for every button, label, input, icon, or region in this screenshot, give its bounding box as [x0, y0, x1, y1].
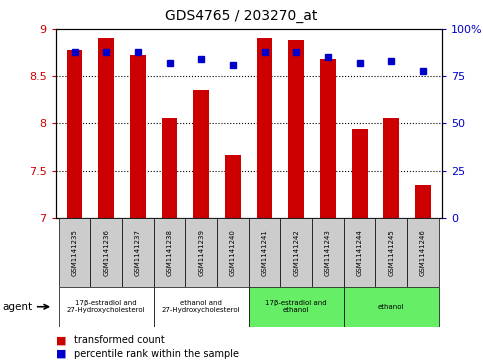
- Text: GSM1141238: GSM1141238: [167, 229, 172, 276]
- Bar: [59, 218, 90, 287]
- Text: GDS4765 / 203270_at: GDS4765 / 203270_at: [165, 9, 318, 23]
- Bar: [122, 218, 154, 287]
- Bar: [352, 129, 368, 218]
- Bar: [225, 155, 241, 218]
- Bar: [185, 218, 217, 287]
- Text: GSM1141243: GSM1141243: [325, 229, 331, 276]
- Text: ■: ■: [56, 349, 66, 359]
- Bar: [407, 218, 439, 287]
- Text: ethanol: ethanol: [378, 304, 405, 310]
- Bar: [288, 40, 304, 218]
- Bar: [217, 218, 249, 287]
- Text: percentile rank within the sample: percentile rank within the sample: [74, 349, 239, 359]
- Text: 17β-estradiol and
27-Hydroxycholesterol: 17β-estradiol and 27-Hydroxycholesterol: [67, 300, 145, 313]
- Text: GSM1141245: GSM1141245: [388, 229, 394, 276]
- Bar: [344, 287, 439, 327]
- Bar: [99, 38, 114, 218]
- Text: GSM1141236: GSM1141236: [103, 229, 109, 276]
- Text: GSM1141239: GSM1141239: [198, 229, 204, 276]
- Text: GSM1141244: GSM1141244: [356, 229, 363, 276]
- Bar: [344, 218, 375, 287]
- Text: GSM1141240: GSM1141240: [230, 229, 236, 276]
- Bar: [320, 59, 336, 218]
- Bar: [256, 37, 272, 218]
- Bar: [130, 54, 146, 218]
- Text: GSM1141237: GSM1141237: [135, 229, 141, 276]
- Text: GSM1141246: GSM1141246: [420, 229, 426, 276]
- Bar: [59, 287, 154, 327]
- Bar: [162, 118, 177, 218]
- Bar: [193, 90, 209, 218]
- Bar: [67, 50, 83, 218]
- Bar: [154, 287, 249, 327]
- Bar: [154, 218, 185, 287]
- Bar: [375, 218, 407, 287]
- Bar: [90, 218, 122, 287]
- Bar: [249, 287, 344, 327]
- Text: GSM1141241: GSM1141241: [262, 229, 268, 276]
- Bar: [384, 118, 399, 218]
- Text: ■: ■: [56, 335, 66, 346]
- Text: transformed count: transformed count: [74, 335, 165, 346]
- Text: 17β-estradiol and
ethanol: 17β-estradiol and ethanol: [266, 300, 327, 313]
- Bar: [249, 218, 281, 287]
- Text: GSM1141242: GSM1141242: [293, 229, 299, 276]
- Bar: [281, 218, 312, 287]
- Text: agent: agent: [2, 302, 32, 312]
- Text: GSM1141235: GSM1141235: [71, 229, 78, 276]
- Text: ethanol and
27-Hydroxycholesterol: ethanol and 27-Hydroxycholesterol: [162, 300, 241, 313]
- Bar: [312, 218, 344, 287]
- Bar: [415, 185, 431, 218]
